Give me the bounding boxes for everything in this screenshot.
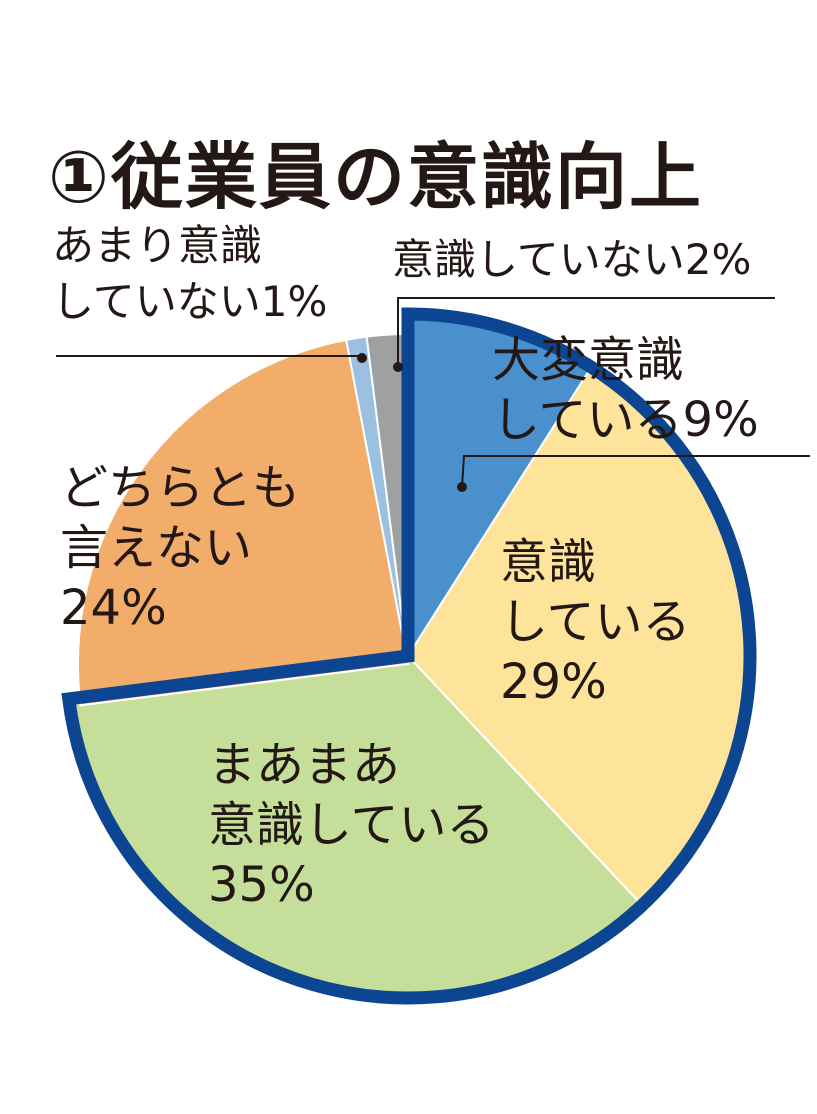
pie-slice	[77, 338, 410, 707]
label-very-conscious: 大変意識 している9%	[492, 332, 759, 448]
label-not-very-conscious: あまり意識 していない1%	[52, 221, 328, 326]
leader-very-conscious	[461, 455, 810, 488]
label-not-conscious: 意識していない2%	[392, 235, 752, 284]
highlight-outline	[61, 307, 757, 1005]
label-conscious: 意識 している 29%	[500, 534, 691, 710]
leader-not-very-conscious-dot	[357, 353, 367, 363]
label-neither: どちらとも 言えない 24%	[60, 460, 301, 636]
leader-not-conscious	[397, 297, 775, 367]
chart-title: ①従業員の意識向上	[48, 135, 703, 219]
leader-very-conscious-dot	[457, 482, 467, 492]
leader-not-conscious-dot	[393, 362, 403, 372]
label-somewhat-conscious: まあまあ 意識している 35%	[208, 737, 495, 913]
